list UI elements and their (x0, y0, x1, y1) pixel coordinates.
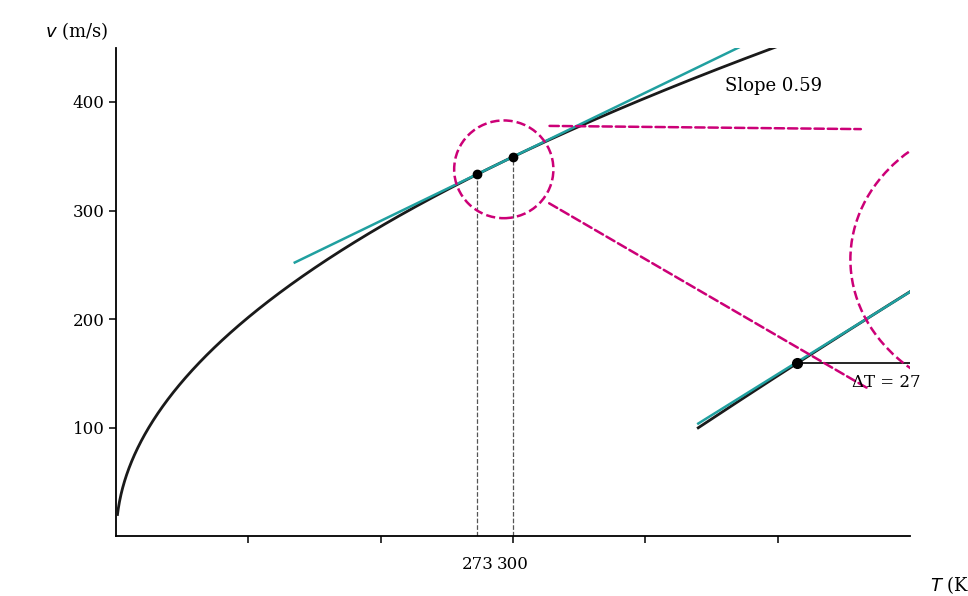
Text: 300: 300 (498, 556, 529, 573)
Text: Slope 0.59: Slope 0.59 (725, 77, 822, 95)
Text: ΔT = 27: ΔT = 27 (853, 374, 922, 391)
Text: $T$ (K): $T$ (K) (929, 575, 968, 596)
Text: $v$ (m/s): $v$ (m/s) (45, 20, 108, 42)
Text: 273: 273 (462, 556, 494, 573)
